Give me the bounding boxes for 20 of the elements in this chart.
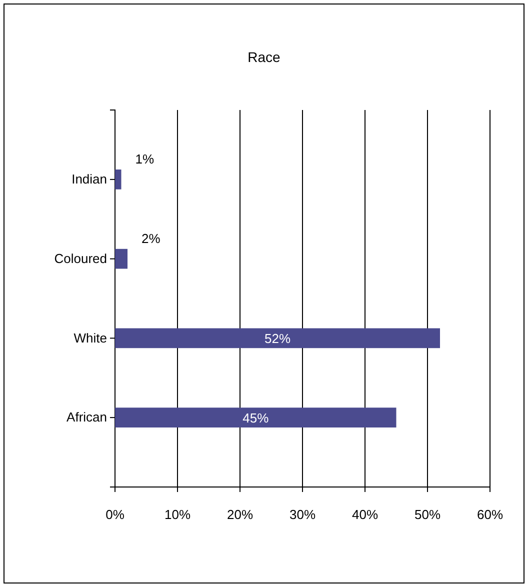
data-label: 45%: [242, 410, 270, 426]
bar: [115, 170, 122, 190]
y-tick-label: White: [74, 330, 107, 346]
y-tick-label: African: [66, 410, 107, 425]
bar: [115, 408, 396, 428]
x-tick-label: 10%: [164, 507, 191, 522]
y-tick-label: Indian: [72, 172, 107, 187]
x-tick-label: 60%: [476, 507, 504, 522]
x-tick-label: 30%: [289, 507, 316, 522]
bar: [115, 248, 128, 269]
x-tick-label: 50%: [414, 507, 441, 522]
data-label: 52%: [264, 331, 291, 346]
chart-title: Race: [248, 49, 281, 65]
y-tick-label: Coloured: [54, 250, 107, 266]
bar: [115, 328, 440, 348]
x-tick-label: 40%: [352, 507, 378, 522]
x-tick-label: 20%: [226, 507, 254, 522]
x-tick-label: 0%: [106, 507, 125, 522]
data-label: 2%: [142, 230, 161, 246]
data-label: 1%: [135, 152, 154, 167]
